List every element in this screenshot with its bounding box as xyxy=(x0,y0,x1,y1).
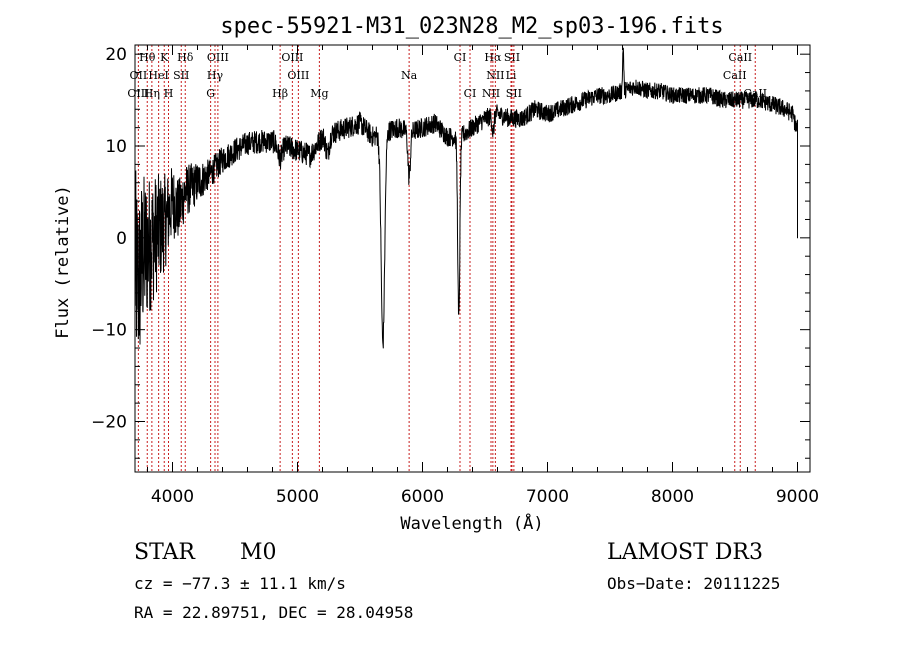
x-axis-label: Wavelength (Å) xyxy=(400,512,543,534)
y-tick-label: 10 xyxy=(105,137,127,157)
x-tick-label: 6000 xyxy=(401,487,444,507)
line-marker-label: Hθ xyxy=(139,51,156,64)
y-tick-label: 0 xyxy=(116,229,127,249)
line-marker-label: Hη xyxy=(144,87,160,100)
line-marker-label: CaII xyxy=(723,69,747,82)
spectrum-line xyxy=(134,47,798,349)
line-marker-label: OII xyxy=(130,69,148,82)
line-marker-label: Hγ xyxy=(207,69,224,82)
plot-frame xyxy=(134,44,811,473)
survey-label: LAMOST DR3 xyxy=(607,540,763,565)
line-marker-label: Li xyxy=(506,69,517,82)
line-marker-label: SII xyxy=(173,69,189,82)
line-marker-label: K xyxy=(160,51,169,64)
line-marker-label: G xyxy=(206,87,215,100)
line-marker-label: Mg xyxy=(310,87,328,100)
spectrum xyxy=(134,47,798,349)
y-tick-label: −10 xyxy=(91,321,127,341)
line-marker-label: OIII xyxy=(281,51,303,64)
line-marker-label: Hα xyxy=(484,51,502,64)
subclass-label: M0 xyxy=(240,540,277,565)
class-label: STAR xyxy=(134,540,195,565)
x-tick-labels: 4000 5000 6000 7000 8000 9000 xyxy=(151,487,819,507)
line-marker-label: NII xyxy=(486,69,504,82)
line-marker-label: CaII xyxy=(728,51,752,64)
y-tick-label: 20 xyxy=(105,45,127,65)
line-marker-label: Hδ xyxy=(177,51,194,64)
x-tick-label: 5000 xyxy=(276,487,319,507)
x-tick-label: 7000 xyxy=(526,487,569,507)
line-marker-label: H xyxy=(164,87,174,100)
line-marker-label: NII xyxy=(482,87,500,100)
x-tick-label: 9000 xyxy=(776,487,819,507)
line-marker-label: OIII xyxy=(207,51,229,64)
redshift-label: cz = −77.3 ± 11.1 km/s xyxy=(134,574,346,593)
y-tick-label: −20 xyxy=(91,412,127,432)
y-tick-labels: −20 −10 0 10 20 xyxy=(91,45,127,432)
line-marker-label: SII xyxy=(506,87,522,100)
line-marker-label: CI xyxy=(464,87,477,100)
coordinates-label: RA = 22.89751, DEC = 28.04958 xyxy=(134,603,414,622)
line-marker-label: Na xyxy=(401,69,418,82)
line-marker-label: OIII xyxy=(287,69,309,82)
chart-title: spec-55921-M31_023N28_M2_sp03-196.fits xyxy=(220,14,723,39)
line-marker-label: HeI xyxy=(148,69,168,82)
obs-date-label: Obs−Date: 20111225 xyxy=(607,574,781,593)
line-marker-label: CI xyxy=(454,51,467,64)
line-marker-label: SII xyxy=(504,51,520,64)
x-tick-label: 4000 xyxy=(151,487,194,507)
line-marker-label: Hβ xyxy=(272,87,288,100)
x-tick-label: 8000 xyxy=(651,487,694,507)
line-marker-label: OIII xyxy=(127,87,149,100)
y-axis-label: Flux (relative) xyxy=(53,185,73,339)
axis-ticks xyxy=(135,45,810,472)
